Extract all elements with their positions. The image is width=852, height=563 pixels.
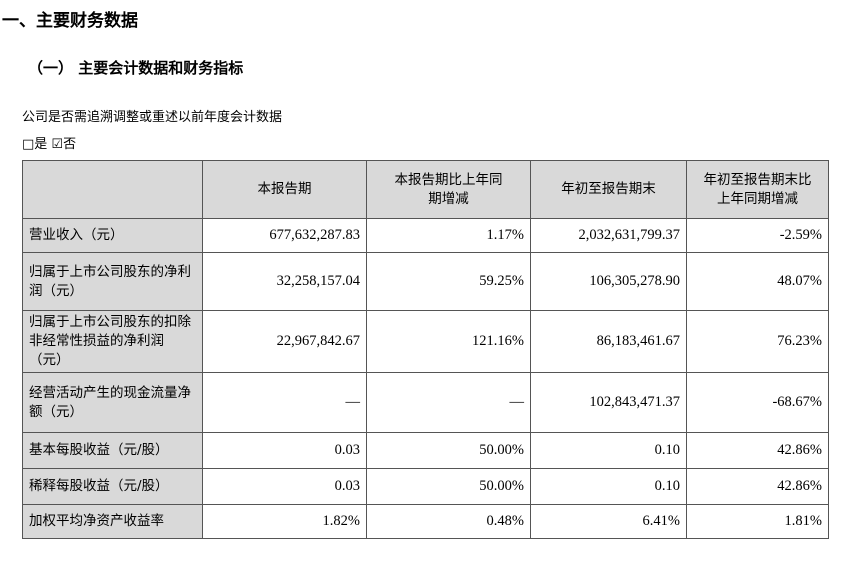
cell: 86,183,461.67 [530, 310, 687, 373]
note: 公司是否需追溯调整或重述以前年度会计数据 [22, 110, 283, 125]
cell: 50.00% [366, 432, 531, 469]
cell: 1.82% [202, 504, 367, 539]
row-label: 经营活动产生的现金流量净额（元） [22, 372, 203, 433]
cell: 2,032,631,799.37 [530, 218, 687, 253]
cell: 0.48% [366, 504, 531, 539]
cell: 1.81% [686, 504, 829, 539]
cell: 677,632,287.83 [202, 218, 367, 253]
row-label: 加权平均净资产收益率 [22, 504, 203, 539]
table-row: 基本每股收益（元/股） 0.03 50.00% 0.10 42.86% [22, 432, 829, 469]
column-header: 本报告期比上年同期增减 [366, 160, 531, 219]
row-label: 归属于上市公司股东的扣除非经常性损益的净利润（元） [22, 310, 203, 373]
cell: 50.00% [366, 468, 531, 505]
cell: 0.10 [530, 468, 687, 505]
cell: 42.86% [686, 468, 829, 505]
header-row: 本报告期 本报告期比上年同期增减 年初至报告期末 年初至报告期末比上年同期增减 [22, 160, 829, 219]
cell: — [202, 372, 367, 433]
cell: 106,305,278.90 [530, 252, 687, 311]
column-header: 年初至报告期末比上年同期增减 [686, 160, 829, 219]
row-label: 稀释每股收益（元/股） [22, 468, 203, 505]
cell: 48.07% [686, 252, 829, 311]
table-row: 营业收入（元） 677,632,287.83 1.17% 2,032,631,799.… [22, 218, 829, 253]
cell: 1.17% [366, 218, 531, 253]
cell: 0.03 [202, 432, 367, 469]
column-header [22, 160, 203, 219]
cell: 102,843,471.37 [530, 372, 687, 433]
cell: 0.10 [530, 432, 687, 469]
cell: 32,258,157.04 [202, 252, 367, 311]
row-label: 营业收入（元） [22, 218, 203, 253]
column-header: 本报告期 [202, 160, 367, 219]
cell: 6.41% [530, 504, 687, 539]
cell: 76.23% [686, 310, 829, 373]
column-header: 年初至报告期末 [530, 160, 687, 219]
cell: 0.03 [202, 468, 367, 505]
table-row: 经营活动产生的现金流量净额（元） — —102,843,471.37 -68.67% [22, 372, 829, 433]
section-title: 一、主要财务数据 [2, 11, 138, 31]
financial-table: 本报告期 本报告期比上年同期增减 年初至报告期末 年初至报告期末比上年同期增减 营业收… [22, 160, 829, 539]
cell: — [366, 372, 531, 433]
table-row: 归属于上市公司股东的扣除非经常性损益的净利润（元） 22,967,842.67 12… [22, 310, 829, 373]
cell: 22,967,842.67 [202, 310, 367, 373]
table-body: 营业收入（元） 677,632,287.83 1.17% 2,032,631,799.… [22, 218, 829, 539]
cell: -2.59% [686, 218, 829, 253]
table-row: 归属于上市公司股东的净利润（元） 32,258,157.04 59.25% 106,3… [22, 252, 829, 311]
table-row: 加权平均净资产收益率 1.82% 0.48% 6.41% 1.81% [22, 504, 829, 539]
row-label: 归属于上市公司股东的净利润（元） [22, 252, 203, 311]
checkbox-note: □是 ☑否 [22, 137, 77, 152]
cell: 121.16% [366, 310, 531, 373]
cell: 42.86% [686, 432, 829, 469]
cell: 59.25% [366, 252, 531, 311]
table-row: 稀释每股收益（元/股） 0.03 50.00% 0.10 42.86% [22, 468, 829, 505]
subsection-title: （一） 主要会计数据和财务指标 [28, 59, 244, 77]
row-label: 基本每股收益（元/股） [22, 432, 203, 469]
cell: -68.67% [686, 372, 829, 433]
